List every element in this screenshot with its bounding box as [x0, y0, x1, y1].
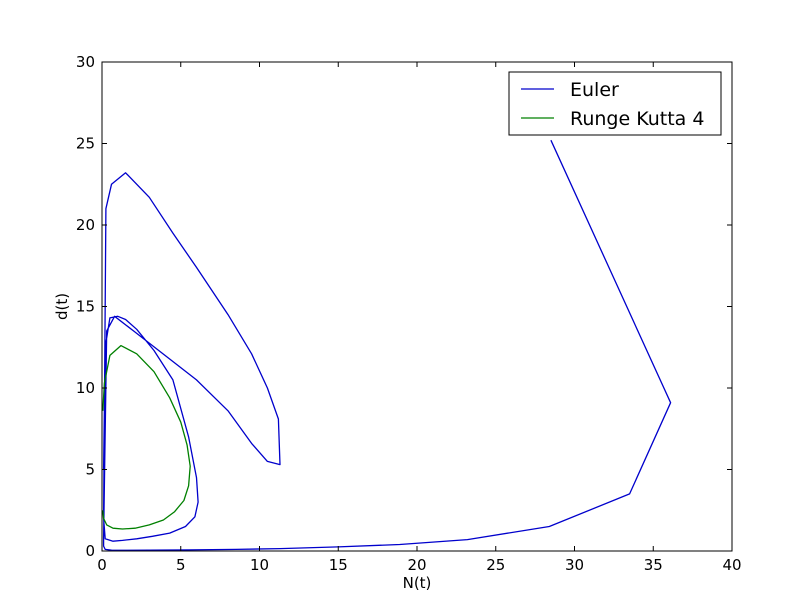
legend: Euler Runge Kutta 4: [508, 71, 722, 136]
y-tick-label: 5: [85, 461, 95, 479]
y-tick-label: 10: [76, 379, 95, 397]
x-axis: 0 5 10 15 20 25 30 35 40: [97, 62, 742, 574]
x-tick-label: 20: [407, 556, 426, 574]
y-axis: 0 5 10 15 20 25 30: [76, 53, 732, 560]
y-tick-label: 0: [85, 542, 95, 560]
x-tick-label: 0: [97, 556, 107, 574]
series-layer: [102, 139, 672, 551]
x-axis-label: N(t): [403, 574, 432, 592]
y-axis-label: d(t): [53, 293, 71, 320]
x-tick-label: 35: [644, 556, 663, 574]
legend-label: Euler: [570, 79, 619, 101]
x-tick-label: 15: [329, 556, 348, 574]
plot-area: [101, 61, 733, 552]
x-tick-label: 5: [176, 556, 186, 574]
x-tick-label: 40: [722, 556, 741, 574]
y-tick-label: 25: [76, 135, 95, 153]
y-tick-label: 30: [76, 53, 95, 71]
series-line-runge-kutta-4: [102, 344, 191, 530]
y-tick-label: 20: [76, 216, 95, 234]
x-tick-label: 25: [486, 556, 505, 574]
legend-label: Runge Kutta 4: [570, 108, 704, 130]
y-tick-label: 15: [76, 298, 95, 316]
series-line-euler: [102, 139, 672, 551]
x-tick-label: 30: [565, 556, 584, 574]
x-tick-label: 10: [250, 556, 269, 574]
